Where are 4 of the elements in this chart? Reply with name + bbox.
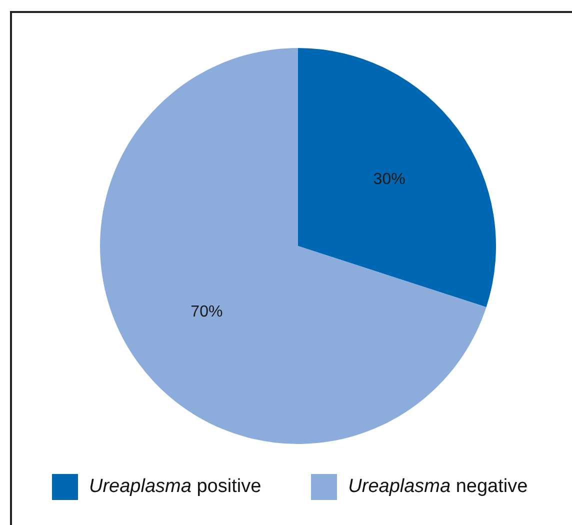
legend-label: Ureaplasma positive — [89, 476, 262, 497]
legend-label: Ureaplasma negative — [348, 476, 528, 497]
data-label: 70% — [190, 304, 223, 321]
data-label: 30% — [373, 171, 406, 188]
